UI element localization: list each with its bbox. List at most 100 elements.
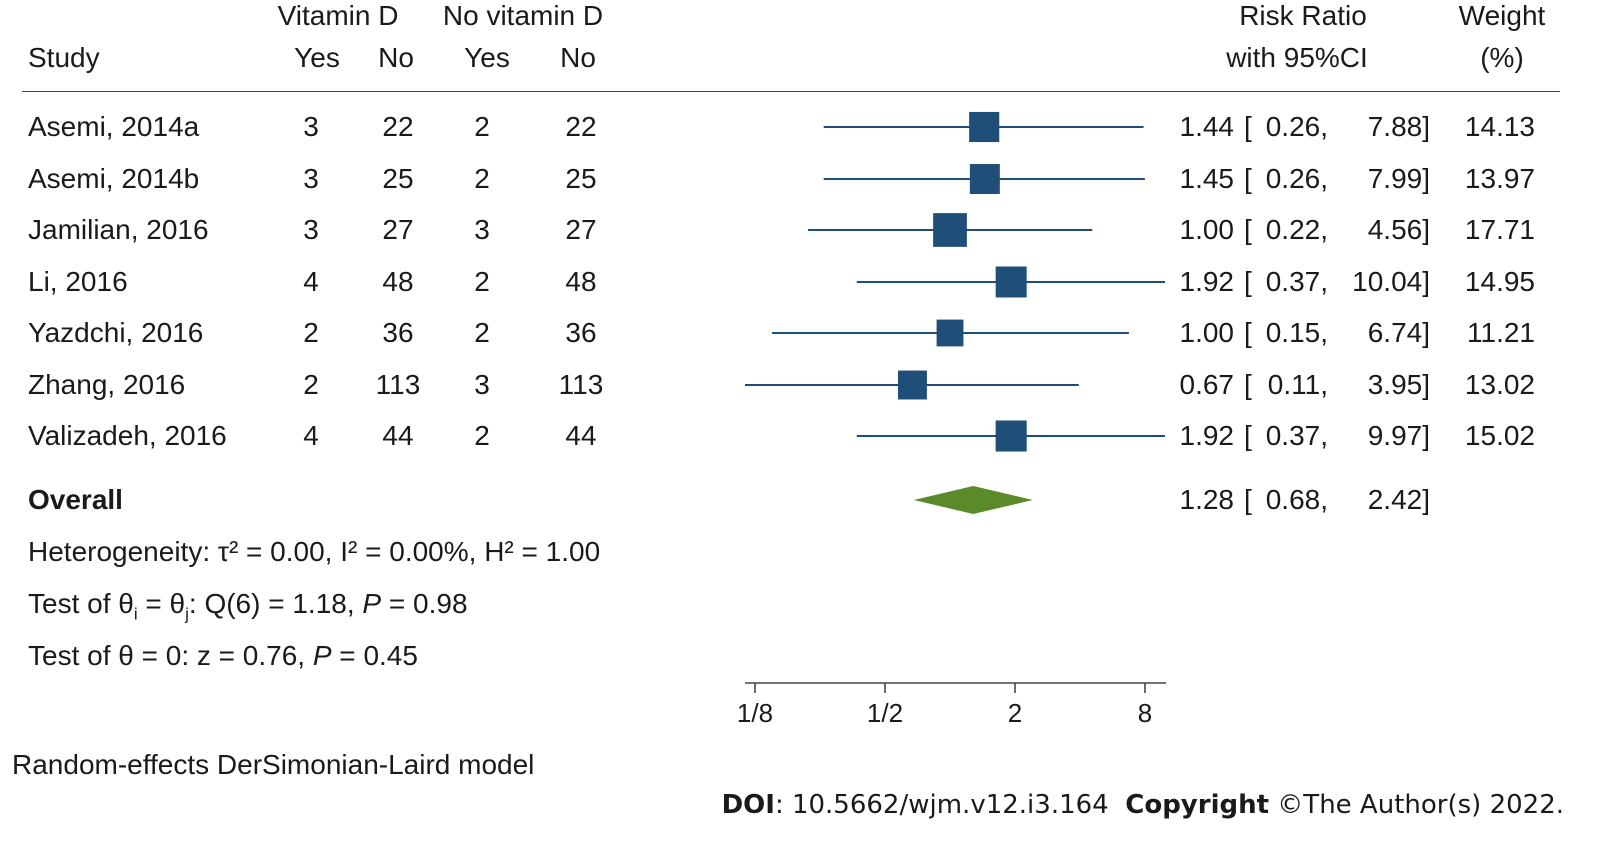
effect-marker — [969, 111, 1000, 143]
row-rr-txt: 1.92 — [1179, 266, 1235, 297]
row-lo-txt: 0.11, — [1267, 369, 1328, 400]
row-ci-bracket: [ — [1244, 266, 1252, 297]
test-thetas-equal: Test of θi = θj: Q(6) = 1.18, P = 0.98 — [28, 588, 468, 624]
row-rr-txt: 1.92 — [1179, 420, 1235, 451]
row-nvd-yes: 3 — [474, 214, 490, 245]
row-study: Yazdchi, 2016 — [28, 317, 204, 348]
weight-unit-header: (%) — [1480, 42, 1524, 73]
overall-rr: 1.28 — [1179, 484, 1235, 515]
row-lo-txt: 0.15, — [1265, 317, 1328, 348]
doi-footer: DOI: 10.5662/wjm.v12.i3.164 Copyright ©T… — [721, 790, 1564, 820]
row-hi-txt: 7.88] — [1367, 111, 1430, 142]
effect-marker — [897, 370, 927, 400]
row-vd-no: 25 — [382, 163, 414, 194]
test-theta-zero: Test of θ = 0: z = 0.76, P = 0.45 — [28, 640, 418, 671]
row-nvd-no: 44 — [565, 420, 597, 451]
row-ci-bracket: [ — [1244, 163, 1252, 194]
row-weight: 17.71 — [1464, 214, 1535, 245]
row-nvd-no: 48 — [565, 266, 597, 297]
overall-ci-low: 0.68, — [1265, 484, 1328, 515]
effect-marker — [995, 420, 1027, 452]
group-no-vitamin-d-header: No vitamin D — [442, 0, 604, 31]
row-study: Asemi, 2014a — [28, 111, 200, 142]
row-study: Jamilian, 2016 — [28, 214, 209, 245]
row-weight: 15.02 — [1464, 420, 1535, 451]
row-weight: 13.02 — [1464, 369, 1535, 400]
overall-diamond — [913, 486, 1033, 514]
row-rr-txt: 0.67 — [1179, 369, 1235, 400]
row-hi-txt: 7.99] — [1367, 163, 1430, 194]
nvd-yes-header: Yes — [464, 42, 510, 73]
weight-header: Weight — [1458, 0, 1546, 31]
row-weight: 13.97 — [1464, 163, 1535, 194]
x-tick-label: 2 — [1008, 698, 1022, 728]
row-lo-txt: 0.22, — [1265, 214, 1328, 245]
overall-bracket: [ — [1244, 484, 1252, 515]
row-vd-no: 113 — [375, 369, 421, 400]
model-note: Random-effects DerSimonian-Laird model — [12, 749, 535, 780]
row-nvd-no: 22 — [565, 111, 597, 142]
effect-marker — [936, 319, 964, 347]
row-vd-yes: 2 — [303, 317, 319, 348]
row-hi-txt: 4.56] — [1367, 214, 1430, 245]
row-ci-bracket: [ — [1244, 420, 1252, 451]
row-vd-no: 27 — [382, 214, 414, 245]
vd-yes-header: Yes — [294, 42, 340, 73]
row-weight: 11.21 — [1467, 317, 1535, 348]
row-rr-txt: 1.00 — [1179, 317, 1235, 348]
risk-ratio-header: Risk Ratio — [1239, 0, 1367, 31]
row-ci-bracket: [ — [1244, 111, 1252, 142]
row-vd-yes: 4 — [303, 266, 319, 297]
effect-marker — [969, 164, 1000, 194]
row-nvd-yes: 2 — [474, 266, 490, 297]
row-nvd-yes: 2 — [474, 163, 490, 194]
row-rr-txt: 1.44 — [1179, 111, 1235, 142]
row-vd-no: 44 — [382, 420, 414, 451]
row-nvd-yes: 3 — [474, 369, 490, 400]
row-nvd-yes: 2 — [474, 111, 490, 142]
overall-label: Overall — [28, 484, 123, 515]
row-vd-no: 36 — [382, 317, 414, 348]
row-hi-txt: 6.74] — [1367, 317, 1430, 348]
row-rr-txt: 1.00 — [1179, 214, 1235, 245]
study-column-header: Study — [28, 42, 100, 73]
row-hi-txt: 10.04] — [1352, 266, 1430, 297]
x-tick-label: 1/8 — [737, 698, 773, 728]
row-hi-txt: 3.95] — [1367, 369, 1430, 400]
row-vd-no: 22 — [382, 111, 414, 142]
overall-ci-high: 2.42] — [1367, 484, 1430, 515]
row-study: Valizadeh, 2016 — [28, 420, 227, 451]
row-study: Asemi, 2014b — [28, 163, 200, 194]
row-vd-yes: 2 — [303, 369, 319, 400]
nvd-no-header: No — [560, 42, 596, 73]
row-nvd-yes: 2 — [474, 420, 490, 451]
row-ci-bracket: [ — [1244, 214, 1252, 245]
row-weight: 14.95 — [1464, 266, 1535, 297]
row-vd-yes: 4 — [303, 420, 319, 451]
row-nvd-no: 36 — [565, 317, 597, 348]
row-study: Li, 2016 — [28, 266, 128, 297]
effect-marker — [933, 213, 967, 247]
row-study: Zhang, 2016 — [28, 369, 186, 400]
row-lo-txt: 0.37, — [1265, 266, 1328, 297]
row-nvd-yes: 2 — [474, 317, 490, 348]
x-tick-label: 1/2 — [867, 698, 903, 728]
row-vd-yes: 3 — [303, 111, 319, 142]
row-nvd-no: 27 — [565, 214, 597, 245]
row-vd-no: 48 — [382, 266, 414, 297]
row-lo-txt: 0.37, — [1265, 420, 1328, 451]
row-nvd-no: 25 — [565, 163, 597, 194]
x-tick-label: 8 — [1138, 698, 1152, 728]
row-lo-txt: 0.26, — [1265, 111, 1328, 142]
row-hi-txt: 9.97] — [1367, 420, 1430, 451]
header-divider — [22, 91, 1560, 92]
row-ci-bracket: [ — [1244, 317, 1252, 348]
effect-marker — [995, 266, 1027, 298]
heterogeneity-text: Heterogeneity: τ² = 0.00, I² = 0.00%, H²… — [28, 536, 601, 567]
row-weight: 14.13 — [1464, 111, 1535, 142]
group-vitamin-d-header: Vitamin D — [277, 0, 399, 31]
vd-no-header: No — [378, 42, 414, 73]
row-rr-txt: 1.45 — [1179, 163, 1235, 194]
ci-header: with 95%CI — [1226, 42, 1368, 73]
